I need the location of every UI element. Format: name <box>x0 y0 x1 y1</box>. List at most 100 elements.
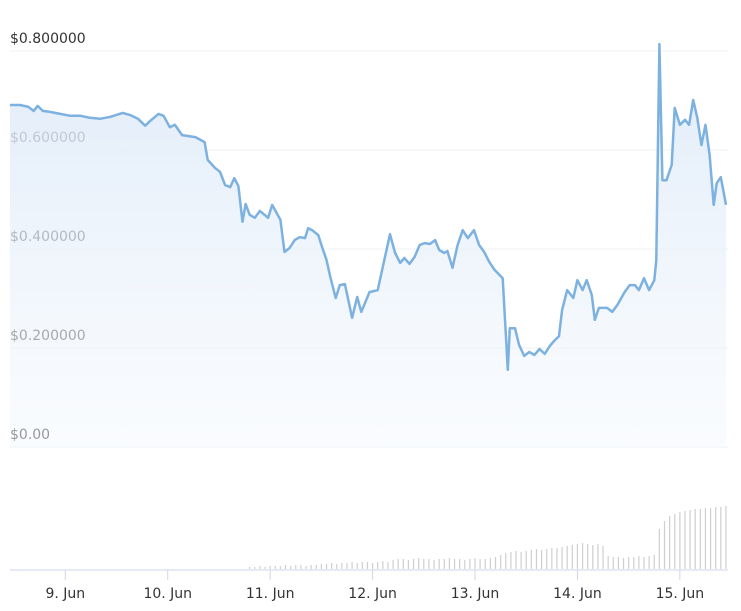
volume-bar <box>423 559 425 569</box>
x-tick-label: 12. Jun <box>348 586 397 602</box>
volume-bar <box>336 564 338 569</box>
volume-bar <box>546 549 548 569</box>
volume-bar <box>510 552 512 569</box>
volume-bar <box>356 563 358 569</box>
volume-bar <box>720 507 722 569</box>
volume-bar <box>371 563 374 569</box>
volume-bar <box>494 557 497 569</box>
volume-bar <box>520 552 522 569</box>
volume-bar <box>464 560 466 569</box>
volume-bar <box>669 516 671 569</box>
volume-bar <box>617 557 620 569</box>
volume-bar <box>699 509 701 569</box>
x-tick-label: 13. Jun <box>451 586 500 602</box>
volume-bar <box>715 507 717 569</box>
y-tick-label: $0.800000 <box>10 31 86 47</box>
x-tick-label: 9. Jun <box>45 586 85 602</box>
volume-bar <box>694 509 696 569</box>
volume-bar <box>264 567 266 569</box>
volume-bar <box>612 557 614 569</box>
volume-bar <box>653 555 655 569</box>
volume-bar <box>279 566 282 569</box>
volume-bar <box>310 565 312 569</box>
volume-bar <box>484 559 486 569</box>
volume-bar <box>438 559 440 569</box>
x-tick-label: 11. Jun <box>246 586 295 602</box>
volume-bar <box>474 558 476 569</box>
volume-bar <box>679 512 681 569</box>
volume-bar <box>254 567 256 569</box>
volume-bar <box>633 557 635 569</box>
volume-bar <box>448 558 451 569</box>
volume-bar <box>540 550 543 569</box>
volume-bar <box>325 564 328 569</box>
volume-bar <box>704 508 707 569</box>
volume-bar <box>397 559 399 569</box>
volume-bar <box>274 566 276 569</box>
volume-bar <box>684 511 686 569</box>
volume-bar <box>366 562 369 569</box>
volume-bar <box>674 514 676 569</box>
x-tick-label: 14. Jun <box>553 586 602 602</box>
volume-bar <box>346 563 348 569</box>
volume-bar <box>284 565 287 569</box>
volume-bar <box>515 551 517 569</box>
volume-bar <box>315 565 317 569</box>
volume-bar <box>382 561 384 569</box>
volume-bar <box>663 521 666 569</box>
volume-bar <box>628 557 630 569</box>
volume-bar <box>648 556 650 569</box>
volume-bar <box>361 562 363 569</box>
volume-bar <box>571 545 573 569</box>
volume-bar <box>525 551 527 569</box>
volume-bar <box>581 543 584 569</box>
volume-bar <box>602 546 604 569</box>
volume-bar <box>269 566 271 569</box>
volume-bar <box>479 559 481 569</box>
volume-bar <box>505 553 507 569</box>
volume-bar <box>725 506 727 569</box>
volume-bar <box>300 565 302 569</box>
volume-bar <box>341 563 343 569</box>
volume-bar <box>295 565 297 569</box>
volume-bar <box>643 557 645 569</box>
volume-bar <box>607 556 609 569</box>
x-tick-label: 15. Jun <box>656 586 705 602</box>
volume-bar <box>259 566 261 569</box>
volume-bar <box>331 563 333 569</box>
price-line <box>10 42 728 372</box>
volume-bar <box>402 559 404 569</box>
volume-bar <box>489 558 491 569</box>
x-tick-label: 10. Jun <box>143 586 192 602</box>
volume-bar <box>469 559 471 569</box>
volume-bar <box>377 562 379 569</box>
volume-bar <box>428 559 430 569</box>
volume-bar <box>459 559 461 569</box>
volume-bar <box>592 545 594 569</box>
volume-bar <box>453 559 456 569</box>
volume-bar <box>597 544 599 569</box>
volume-bar <box>689 510 691 569</box>
volume-bar <box>433 560 435 569</box>
volume-bar <box>320 564 322 569</box>
volume-bar <box>418 558 420 569</box>
volume-bar <box>443 559 445 569</box>
volume-bar <box>576 544 579 569</box>
volume-bar <box>412 559 415 569</box>
volume-bar <box>551 548 553 569</box>
volume-bar <box>351 562 353 569</box>
volume-bar <box>392 560 394 569</box>
volume-bar <box>407 560 410 569</box>
volume-bar <box>249 567 251 569</box>
volume-bar <box>290 566 292 569</box>
volume-bar <box>387 562 389 569</box>
volume-bar <box>535 549 538 569</box>
volume-bar <box>556 548 558 569</box>
volume-bar <box>709 508 712 569</box>
volume-bar <box>622 558 625 569</box>
volume-bar <box>530 550 532 569</box>
volume-bar <box>561 547 563 569</box>
volume-bar <box>587 544 589 569</box>
area <box>10 44 726 447</box>
volume-bar <box>566 546 568 569</box>
